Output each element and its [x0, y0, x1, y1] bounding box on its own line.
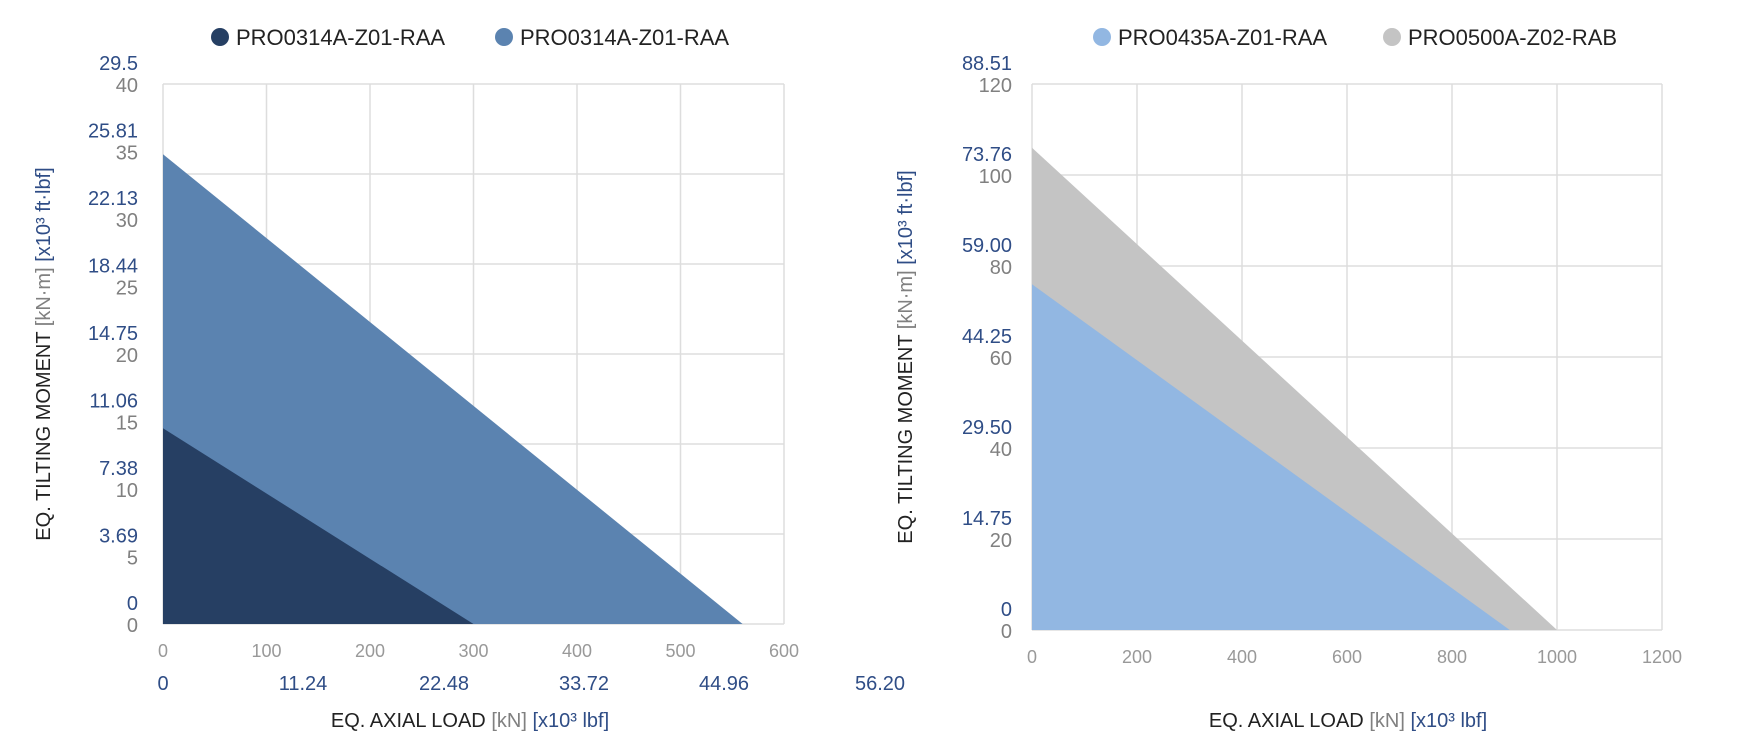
y-tick-label: 10	[116, 480, 138, 502]
y-tick-label-secondary: 29.50	[962, 417, 1012, 439]
y-tick-label: 30	[116, 210, 138, 232]
y-tick-label: 120	[979, 75, 1012, 97]
x-axis-title-main: EQ. AXIAL LOAD	[331, 710, 491, 732]
legend-marker-icon	[211, 28, 229, 46]
x-tick-label: 200	[1122, 647, 1152, 667]
area-series-1	[163, 154, 743, 624]
y-tick-label-secondary: 0	[127, 593, 138, 615]
y-axis-title-unit-secondary: [x10³ ft·lbf]	[33, 167, 55, 261]
chart-2: 002014.754029.506044.258059.0010073.7612…	[895, 25, 1682, 732]
x-tick-label-secondary: 22.48	[419, 673, 469, 695]
y-tick-label: 40	[116, 75, 138, 97]
x-axis-title-unit-secondary: [x10³ lbf]	[532, 710, 609, 732]
x-tick-label: 800	[1437, 647, 1467, 667]
y-tick-label-secondary: 29.5	[99, 53, 138, 75]
legend-label: PRO0314A-Z01-RAA	[520, 25, 729, 50]
y-tick-label-secondary: 0	[1001, 599, 1012, 621]
x-tick-label: 500	[665, 641, 695, 661]
y-tick-label: 0	[127, 615, 138, 637]
x-tick-label: 200	[355, 641, 385, 661]
y-tick-label-secondary: 14.75	[962, 508, 1012, 530]
legend-marker-icon	[495, 28, 513, 46]
y-axis-title-unit: [kN·m]	[895, 265, 917, 329]
x-axis-title-unit-secondary: [x10³ lbf]	[1410, 710, 1487, 732]
y-tick-label: 100	[979, 166, 1012, 188]
y-tick-label-secondary: 44.25	[962, 326, 1012, 348]
x-tick-label: 600	[1332, 647, 1362, 667]
y-tick-label-secondary: 25.81	[88, 121, 138, 143]
y-tick-label-secondary: 22.13	[88, 188, 138, 210]
y-axis-title-main: EQ. TILTING MOMENT	[33, 326, 55, 540]
x-tick-label: 0	[1027, 647, 1037, 667]
y-tick-label-secondary: 3.69	[99, 526, 138, 548]
x-tick-label-secondary: 44.96	[699, 673, 749, 695]
x-tick-label-secondary: 11.24	[279, 673, 328, 695]
legend-label: PRO0314A-Z01-RAA	[236, 25, 445, 50]
area-series-2	[163, 428, 474, 624]
legend-marker-icon	[1383, 28, 1401, 46]
y-tick-label-secondary: 73.76	[962, 144, 1012, 166]
y-tick-label: 25	[116, 278, 138, 300]
y-tick-label-secondary: 59.00	[962, 235, 1012, 257]
x-axis-title-main: EQ. AXIAL LOAD	[1209, 710, 1369, 732]
x-axis-title-unit: [kN]	[491, 710, 532, 732]
x-tick-label: 1200	[1642, 647, 1682, 667]
y-tick-label: 20	[990, 530, 1012, 552]
x-tick-label: 400	[562, 641, 592, 661]
x-tick-label: 1000	[1537, 647, 1577, 667]
y-tick-label: 40	[990, 439, 1012, 461]
y-axis-title-unit: [kN·m]	[33, 262, 55, 326]
area-series-2	[1032, 284, 1510, 630]
y-tick-label-secondary: 7.38	[99, 458, 138, 480]
legend-marker-icon	[1093, 28, 1111, 46]
y-tick-label: 5	[127, 548, 138, 570]
x-tick-label: 400	[1227, 647, 1257, 667]
legend-label: PRO0435A-Z01-RAA	[1118, 25, 1327, 50]
x-tick-label: 600	[769, 641, 799, 661]
x-tick-label: 100	[251, 641, 281, 661]
y-tick-label-secondary: 11.06	[89, 391, 138, 413]
y-tick-label: 15	[116, 413, 138, 435]
y-axis-title: EQ. TILTING MOMENT [kN·m] [x10³ ft·lbf]	[895, 170, 917, 543]
y-tick-label: 35	[116, 143, 138, 165]
y-axis-title-unit-secondary: [x10³ ft·lbf]	[895, 170, 917, 264]
x-axis-title-unit: [kN]	[1369, 710, 1410, 732]
x-tick-label-secondary: 33.72	[559, 673, 609, 695]
y-tick-label: 60	[990, 348, 1012, 370]
x-tick-label-secondary: 56.20	[855, 673, 905, 695]
y-axis-title-main: EQ. TILTING MOMENT	[895, 329, 917, 543]
x-axis-title: EQ. AXIAL LOAD [kN] [x10³ lbf]	[1209, 710, 1487, 732]
chart-1: 0053.69107.381511.062014.752518.443022.1…	[33, 25, 905, 732]
x-tick-label-secondary: 0	[157, 673, 168, 695]
y-tick-label: 80	[990, 257, 1012, 279]
y-tick-label-secondary: 18.44	[88, 256, 138, 278]
y-tick-label-secondary: 88.51	[962, 53, 1012, 75]
x-tick-label: 0	[158, 641, 168, 661]
y-tick-label: 0	[1001, 621, 1012, 643]
y-tick-label: 20	[116, 345, 138, 367]
x-tick-label: 300	[458, 641, 488, 661]
x-axis-title: EQ. AXIAL LOAD [kN] [x10³ lbf]	[331, 710, 609, 732]
y-tick-label-secondary: 14.75	[88, 323, 138, 345]
legend-label: PRO0500A-Z02-RAB	[1408, 25, 1617, 50]
y-axis-title: EQ. TILTING MOMENT [kN·m] [x10³ ft·lbf]	[33, 167, 55, 540]
